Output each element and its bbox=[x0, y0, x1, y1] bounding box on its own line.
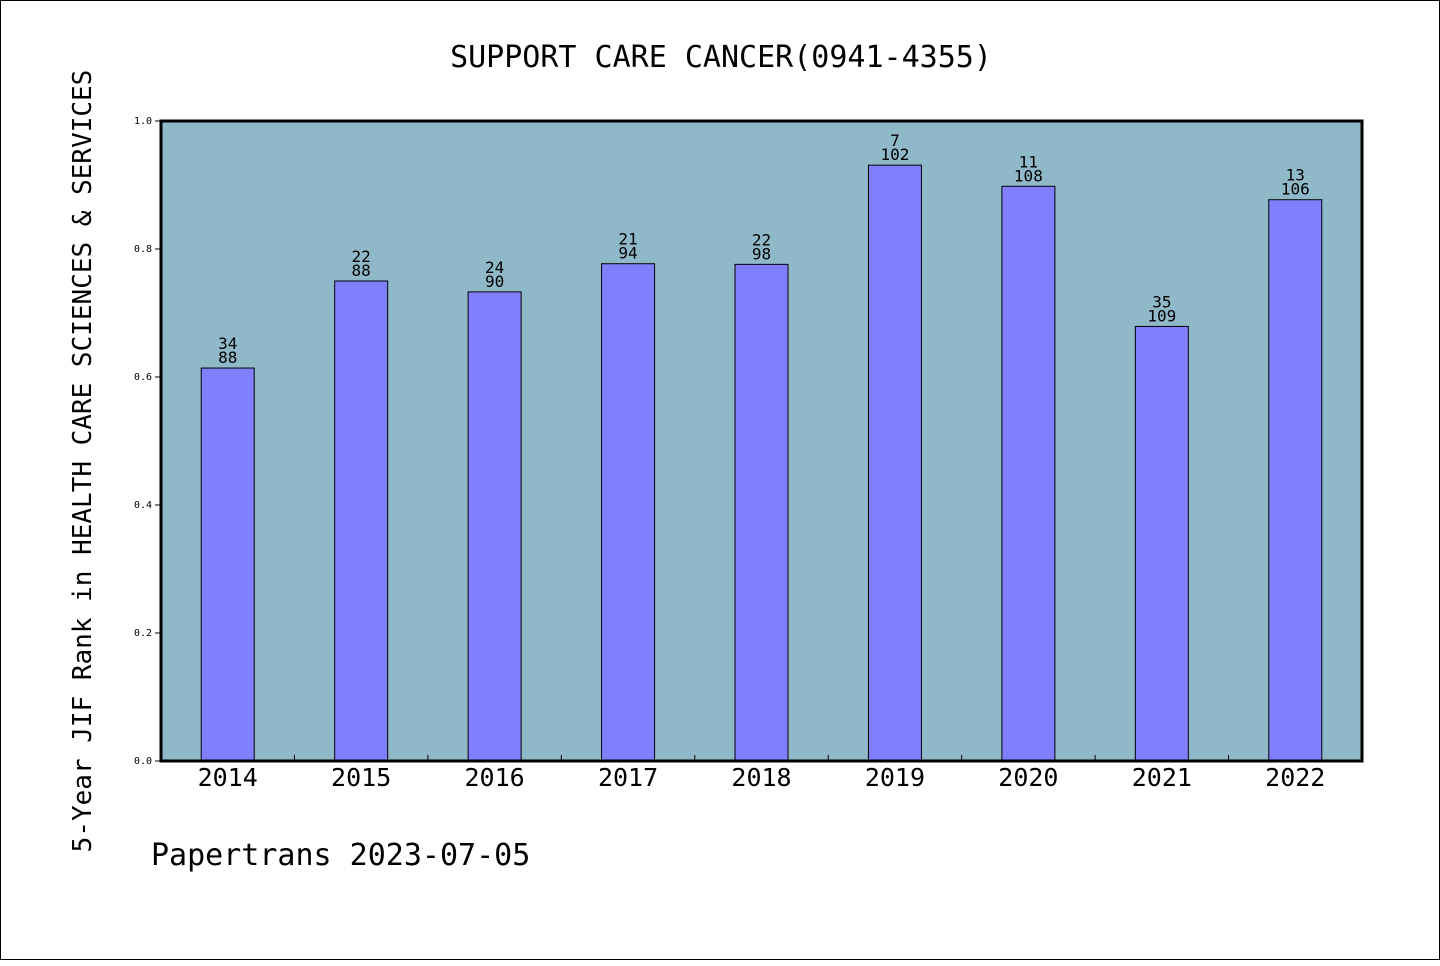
bar-rank-label: 35 bbox=[1152, 292, 1171, 311]
bar-total-label: 90 bbox=[485, 272, 504, 291]
bar-rank-label: 13 bbox=[1286, 166, 1305, 185]
y-axis-label: 5-Year JIF Rank in HEALTH CARE SCIENCES … bbox=[68, 70, 98, 853]
y-tick-label: 0.6 bbox=[134, 372, 152, 383]
bar-rank-label: 7 bbox=[890, 131, 900, 150]
x-tick-label: 2019 bbox=[865, 763, 925, 792]
bar-total-label: 98 bbox=[752, 244, 771, 263]
bar-rank-label: 21 bbox=[618, 230, 637, 249]
bar-total-label: 109 bbox=[1147, 306, 1176, 325]
bar-total-label: 108 bbox=[1014, 166, 1043, 185]
bar-rank-label: 34 bbox=[218, 334, 237, 353]
chart-title: SUPPORT CARE CANCER(0941-4355) bbox=[450, 40, 992, 75]
x-tick-label: 2015 bbox=[331, 763, 391, 792]
y-tick-label: 0.8 bbox=[134, 244, 152, 255]
x-tick-label: 2017 bbox=[598, 763, 658, 792]
y-tick-label: 0.2 bbox=[134, 628, 152, 639]
bar-2016 bbox=[467, 291, 522, 762]
bar-rank-label: 22 bbox=[752, 230, 771, 249]
bar-2015 bbox=[334, 280, 389, 762]
bar-total-label: 94 bbox=[618, 244, 637, 263]
x-tick-label: 2020 bbox=[998, 763, 1058, 792]
bar-2017 bbox=[601, 263, 656, 762]
plot-border bbox=[159, 119, 1364, 763]
y-tick-label: 0.4 bbox=[134, 500, 152, 511]
x-ticks-group: 2014 2015 2016 2017 2018 2019 2020 2021 2022 bbox=[198, 755, 1325, 792]
x-tick-label: 2014 bbox=[198, 763, 258, 792]
bar-total-label: 102 bbox=[880, 145, 909, 164]
bar-2019 bbox=[867, 164, 922, 762]
x-tick-label: 2018 bbox=[731, 763, 791, 792]
x-tick-label: 2016 bbox=[465, 763, 525, 792]
bar-total-label: 88 bbox=[352, 261, 371, 280]
bar-2018 bbox=[734, 263, 789, 762]
bar-2014 bbox=[200, 367, 255, 762]
y-tick-label: 1.0 bbox=[134, 116, 152, 127]
bar-total-label: 88 bbox=[218, 348, 237, 367]
bar-2021 bbox=[1134, 325, 1189, 762]
x-tick-label: 2021 bbox=[1132, 763, 1192, 792]
footer-watermark: Papertrans 2023-07-05 bbox=[151, 838, 530, 873]
bar-rank-label: 24 bbox=[485, 258, 504, 277]
x-tick-label: 2022 bbox=[1265, 763, 1325, 792]
bar-rank-label: 22 bbox=[352, 247, 371, 266]
bar-rank-label: 11 bbox=[1019, 152, 1038, 171]
bar-total-label: 106 bbox=[1281, 180, 1310, 199]
y-ticks-group: 0.0 0.2 0.4 0.6 0.8 1.0 bbox=[134, 116, 161, 767]
bar-2020 bbox=[1001, 185, 1056, 762]
bar-2022 bbox=[1268, 199, 1323, 762]
y-tick-label: 0.0 bbox=[134, 756, 152, 767]
